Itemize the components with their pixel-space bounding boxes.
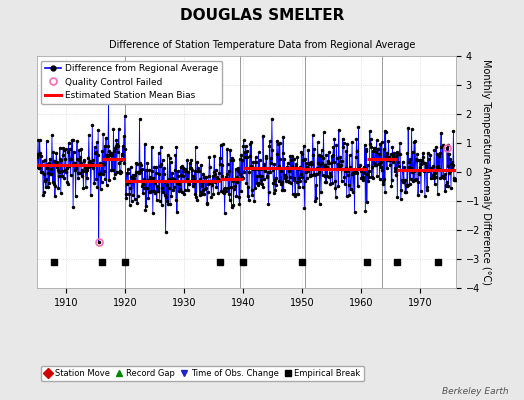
Text: DOUGLAS SMELTER: DOUGLAS SMELTER [180, 8, 344, 23]
Legend: Station Move, Record Gap, Time of Obs. Change, Empirical Break: Station Move, Record Gap, Time of Obs. C… [41, 366, 364, 381]
Text: Berkeley Earth: Berkeley Earth [442, 387, 508, 396]
Y-axis label: Monthly Temperature Anomaly Difference (°C): Monthly Temperature Anomaly Difference (… [481, 59, 491, 285]
Text: Difference of Station Temperature Data from Regional Average: Difference of Station Temperature Data f… [109, 40, 415, 50]
